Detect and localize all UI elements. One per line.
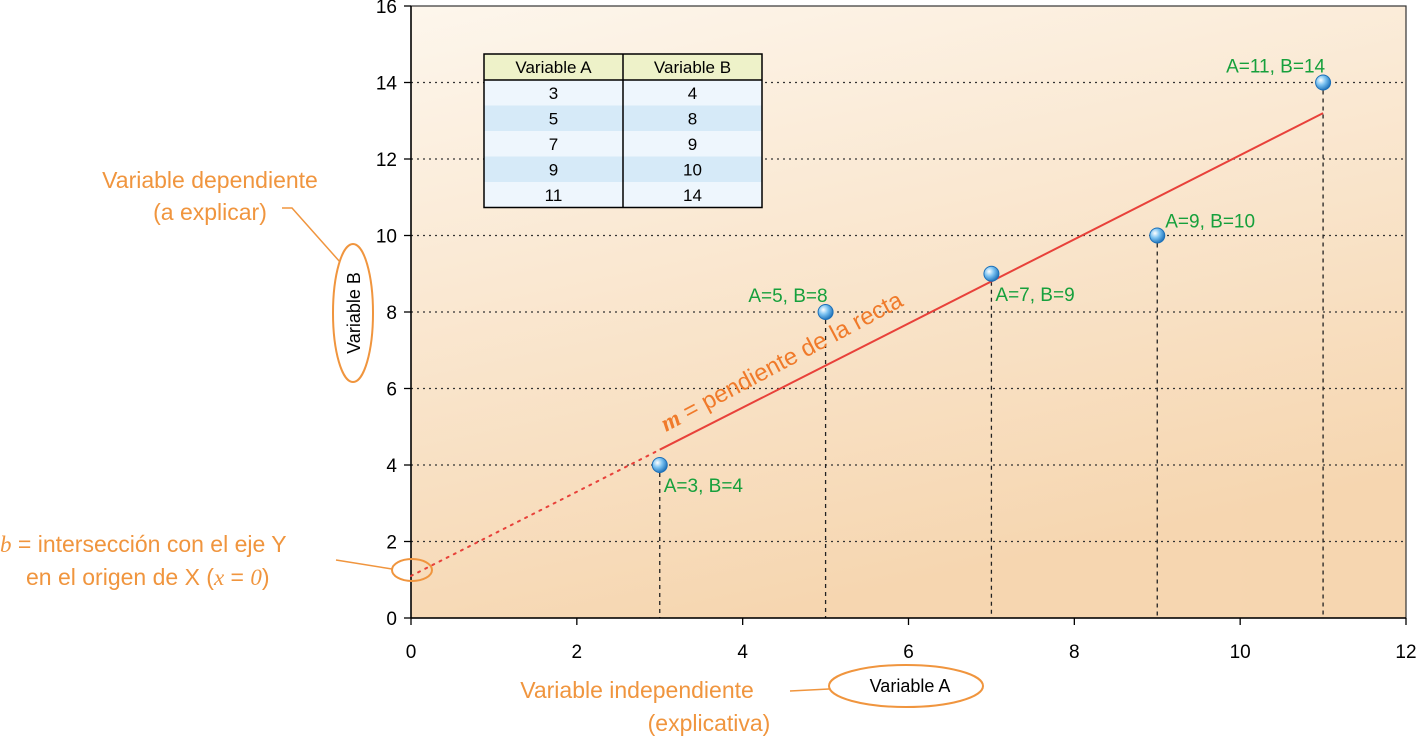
y-tick-label: 14	[376, 74, 398, 95]
intercept-label-line1: b = intersección con el eje Y	[0, 531, 287, 557]
table-cell: 5	[549, 110, 558, 129]
x-tick-label: 12	[1395, 642, 1416, 663]
gridlines	[411, 81, 1406, 543]
y-tick-label: 12	[376, 150, 397, 171]
table-cell: 4	[688, 84, 697, 103]
x-tick-label: 2	[572, 642, 583, 663]
intercept-label-line2: en el origen de X (x = 0)	[26, 564, 270, 590]
x-tick-label: 8	[1069, 642, 1080, 663]
y-tick-label: 6	[386, 380, 397, 401]
y-tick-label: 2	[386, 533, 397, 554]
y-tick-label: 4	[386, 456, 397, 477]
axes	[404, 5, 1407, 625]
independent-variable-label: Variable independiente	[520, 677, 754, 703]
intercept-connector	[335, 559, 393, 570]
x-tick-label: 4	[737, 642, 748, 663]
data-point	[651, 457, 668, 473]
dependent-variable-label: Variable dependiente	[102, 167, 318, 193]
intercept-ellipse	[391, 558, 433, 582]
dependent-connector	[282, 207, 341, 263]
y-axis-title: Variable B	[344, 272, 364, 354]
table-cell: 10	[683, 161, 702, 180]
table-cell: 8	[688, 110, 697, 129]
x-tick-label: 6	[903, 642, 914, 663]
y-tick-label: 16	[376, 0, 397, 18]
table-cell: 3	[549, 84, 558, 103]
point-label: A=9, B=10	[1165, 212, 1255, 233]
table-cell: 14	[683, 186, 702, 205]
x-tick-label: 10	[1230, 642, 1251, 663]
table-cell: 9	[688, 135, 697, 154]
x-tick-labels: 0 2 4 6 8 10 12	[406, 642, 1417, 663]
drop-lines	[659, 82, 1324, 618]
y-tick-label: 8	[386, 303, 397, 324]
table-cell: 7	[549, 135, 558, 154]
y-tick-label: 10	[376, 227, 397, 248]
point-labels: A=3, B=4 A=5, B=8 A=7, B=9 A=9, B=10 A=11, B…	[664, 57, 1326, 498]
independent-connector	[789, 688, 830, 692]
point-label: A=7, B=9	[995, 285, 1074, 306]
y-tick-labels: 0 2 4 6 8 10 12 14 16	[376, 0, 398, 630]
data-points	[651, 74, 1332, 473]
point-label: A=3, B=4	[664, 476, 744, 497]
data-point	[983, 265, 1000, 282]
table-cell: 11	[545, 186, 563, 205]
data-point	[817, 304, 834, 320]
independent-variable-sublabel: (explicativa)	[648, 710, 771, 736]
regression-extension	[410, 448, 661, 577]
point-label: A=11, B=14	[1226, 57, 1325, 78]
x-axis-title-ellipse	[828, 664, 984, 708]
data-table: Variable A Variable B 3 4 5 8 7 9 9 10 11 14	[483, 53, 763, 209]
data-point	[1149, 227, 1166, 244]
y-tick-label: 0	[386, 609, 397, 630]
x-axis-title: Variable A	[870, 676, 951, 696]
table-header-cell: Variable B	[654, 58, 731, 77]
table-header-cell: Variable A	[515, 58, 592, 77]
table-cell: 9	[549, 161, 558, 180]
y-axis-title-ellipse	[332, 243, 374, 383]
data-point	[1315, 74, 1332, 91]
dependent-variable-sublabel: (a explicar)	[153, 199, 267, 225]
x-tick-label: 0	[406, 642, 417, 663]
point-label: A=5, B=8	[748, 286, 827, 307]
